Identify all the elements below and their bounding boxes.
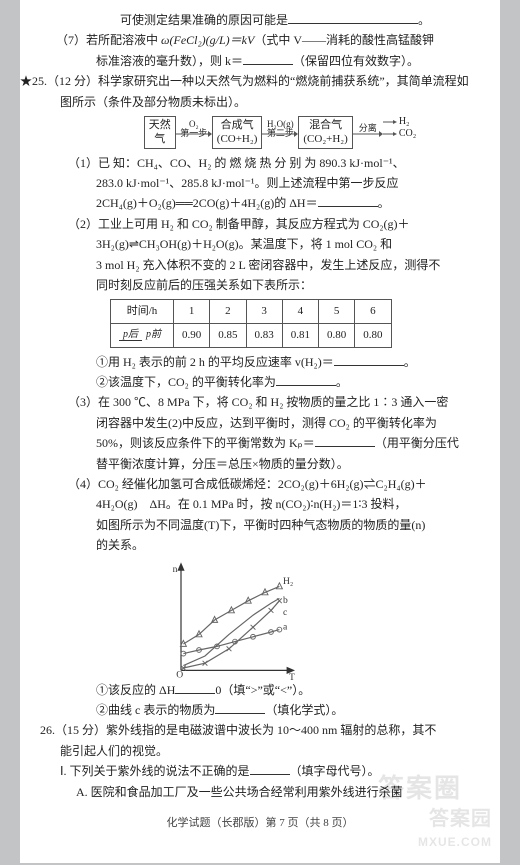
flow-box-2: 合成气(CO+H₂) — [212, 116, 263, 149]
flow-outputs: H₂ CO₂ — [383, 116, 416, 149]
q25-3b: 闭容器中发生(2)中反应，达到平衡时，测得 CO₂ 的平衡转化率为 — [96, 413, 480, 433]
preline-3: 标准溶液的毫升数），则 k＝（保留四位有效数字）。 — [96, 51, 480, 71]
blank — [175, 682, 215, 694]
svg-text:b: b — [283, 595, 288, 606]
q25-4a: （4）CO₂ 经催化加氢可合成低碳烯烃：2CO₂(g)＋6H₂(g)⇌C₂H₄(… — [96, 474, 480, 494]
q25-2a: （2）工业上可用 H₂ 和 CO₂ 制备甲醇，其反应方程式为 CO₂(g)＋ — [96, 214, 480, 234]
q25-3c: 50%，则该反应条件下的平衡常数为 Kₚ＝（用平衡分压代 — [96, 433, 480, 453]
blank — [318, 196, 378, 208]
td-ratio: p后p前 — [111, 323, 174, 347]
q26-headb: 能引起人们的视觉。 — [60, 741, 480, 761]
preline-2: （7）若所配溶液中 ω(FeCl₂)(g/L)＝kV（式中 V——消耗的酸性高锰… — [76, 30, 480, 50]
q25-1b: 283.0 kJ·mol⁻¹、285.8 kJ·mol⁻¹。则上述流程中第一步反… — [96, 173, 480, 193]
svg-text:O: O — [176, 669, 183, 679]
blank — [315, 435, 375, 447]
blank — [243, 53, 293, 65]
q25-2d: 同时刻反应前后的压强关系如下表所示： — [96, 275, 480, 295]
pressure-table: 时间/h 1 2 3 4 5 6 p后p前 0.90 0.85 0.83 0.8… — [110, 299, 392, 347]
exam-page: 可使测定结果准确的原因可能是。 （7）若所配溶液中 ω(FeCl₂)(g/L)＝… — [20, 0, 500, 863]
flow-arrow-3: 分离 — [353, 116, 383, 142]
equilibrium-chart: n T O H₂ a b c — [160, 560, 310, 680]
q25-4c: 如图所示为不同温度(T)下，平衡时四种气态物质的物质的量(n) — [96, 515, 480, 535]
q25-4e: ①该反应的 ΔH0（填“>”或“<”）。 — [96, 680, 480, 700]
preline-1: 可使测定结果准确的原因可能是。 — [120, 10, 480, 30]
q25-1c: 2CH₄(g)＋O₂(g)══2CO(g)＋4H₂(g)的 ΔH＝。 — [96, 193, 480, 213]
flow-box-1: 天然气 — [144, 116, 176, 149]
blank — [276, 374, 336, 386]
q25-3a: （3）在 300 ℃、8 MPa 下，将 CO₂ 和 H₂ 按物质的量之比 1∶… — [96, 392, 480, 412]
flow-arrow-1: O₂ 第一步 — [176, 116, 212, 142]
flow-box-3: 混合气(CO₂+H₂) — [298, 116, 352, 149]
q25-4d: 的关系。 — [96, 535, 480, 555]
page-footer: 化学试题（长郡版）第 7 页（共 8 页） — [40, 814, 480, 833]
q25-4b: 4H₂O(g) ΔH。在 0.1 MPa 时，按 n(CO₂)∶n(H₂)＝1∶… — [96, 494, 480, 514]
watermark-2: 答案圈 — [378, 768, 462, 805]
svg-text:H₂: H₂ — [283, 576, 293, 587]
q25-1a: （1）已 知：CH₄、CO、H₂ 的 燃 烧 热 分 别 为 890.3 kJ·… — [96, 153, 480, 173]
blank — [288, 12, 418, 24]
q25-2b: 3H₂(g)⇌CH₃OH(g)＋H₂O(g)。某温度下，将 1 mol CO₂ … — [96, 234, 480, 254]
svg-text:a: a — [283, 621, 288, 632]
x-label: T — [289, 672, 295, 680]
y-label: n — [173, 564, 178, 575]
q25-4g: ②曲线 c 表示的物质为（填化学式）。 — [96, 700, 480, 720]
flow-arrow-2: H₂O(g) 第二步 — [262, 116, 298, 142]
blank — [250, 763, 290, 775]
svg-text:c: c — [283, 607, 287, 618]
blank — [334, 354, 404, 366]
watermark-1: 答案园MXUE.COM — [418, 809, 492, 851]
th-time: 时间/h — [111, 300, 174, 324]
flow-diagram: 天然气 O₂ 第一步 合成气(CO+H₂) H₂O(g) 第二步 混合气(CO₂… — [80, 116, 480, 149]
question-25: ★25.（12 分）科学家研究出一种以天然气为燃料的“燃烧前捕获系统”，其简单流… — [60, 71, 480, 112]
q25-3e: 替平衡浓度计算，分压＝总压×物质的量分数）。 — [96, 454, 480, 474]
q25-2c: 3 mol H₂ 充入体积不变的 2 L 密闭容器中，发生上述反应，测得不 — [96, 255, 480, 275]
blank — [215, 702, 265, 714]
q25-2e: ①用 H₂ 表示的前 2 h 的平均反应速率 v(H₂)＝。 — [96, 352, 480, 372]
q25-2f: ②该温度下，CO₂ 的平衡转化率为。 — [96, 372, 480, 392]
question-26: 26.（15 分）紫外线指的是电磁波谱中波长为 10～400 nm 辐射的总称，… — [60, 720, 480, 740]
